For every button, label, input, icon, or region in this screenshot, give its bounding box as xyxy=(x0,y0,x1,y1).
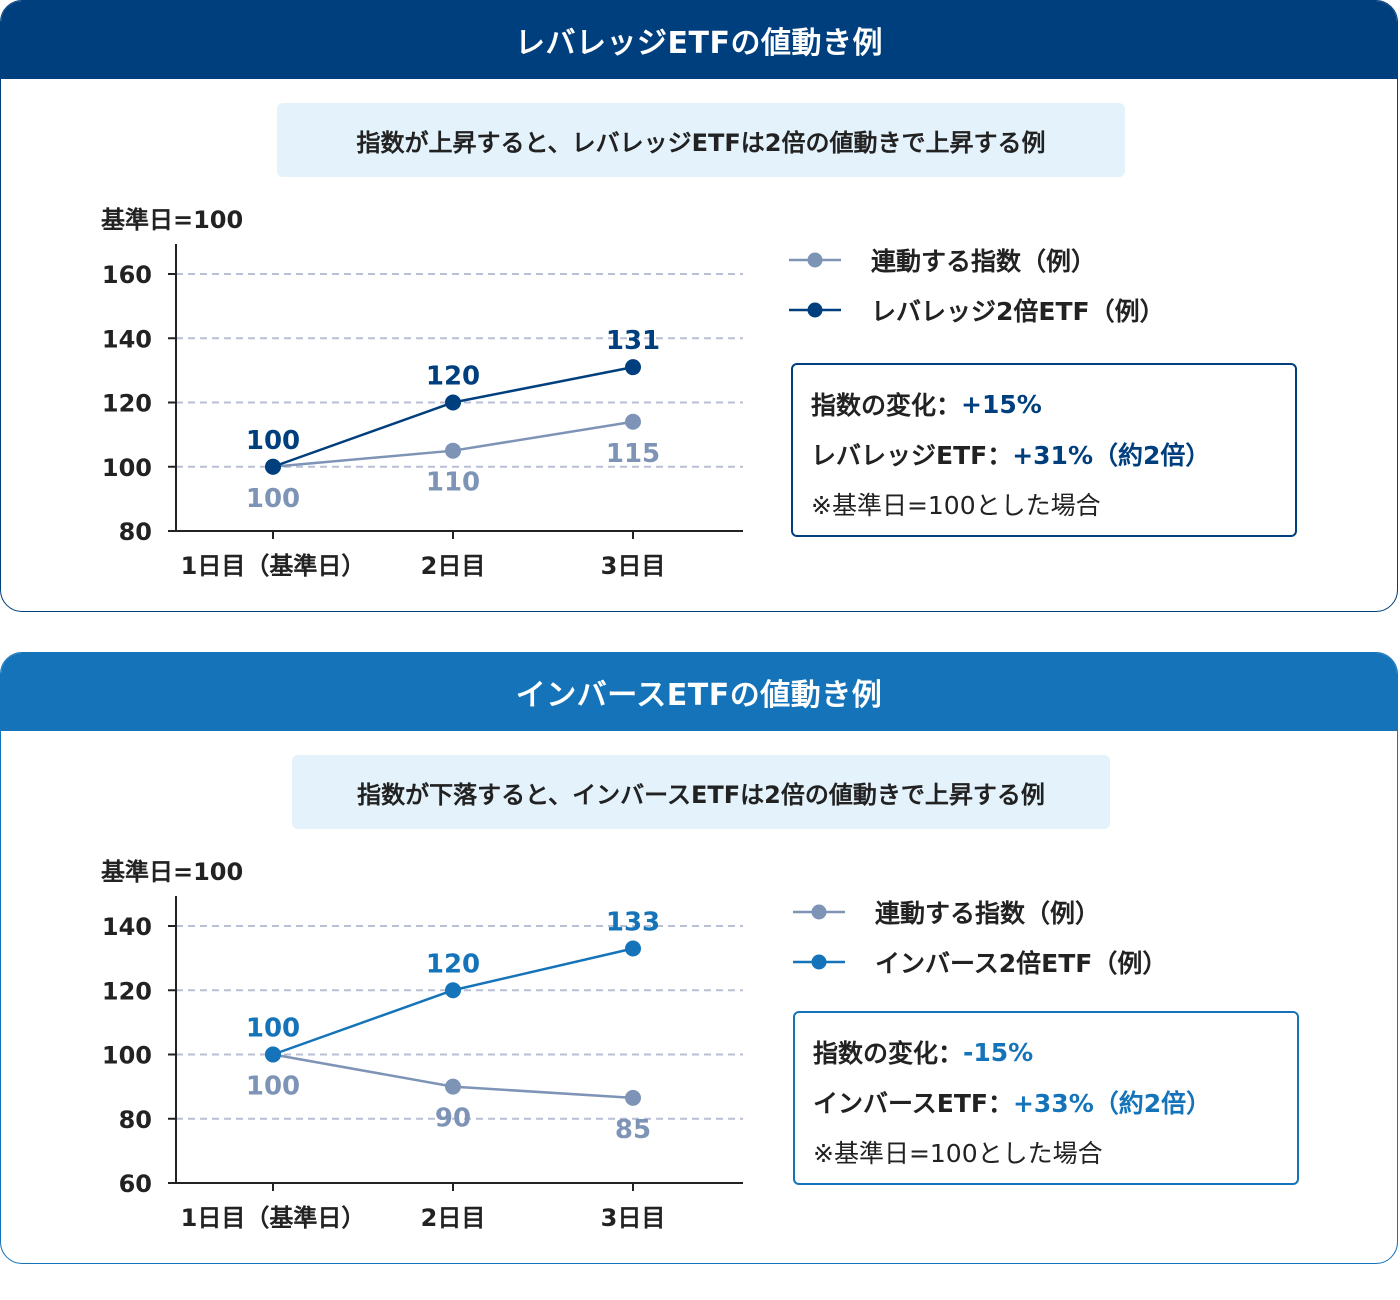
inverse-line-chart: 基準日=100 60 80 100 120 140 1日目（基準日） 2日目 3日目 100 90 8… xyxy=(101,858,743,1232)
data-label-etf: 120 xyxy=(426,362,480,392)
data-label-index: 85 xyxy=(615,1115,651,1145)
leverage-legend: 連動する指数（例） レバレッジ2倍ETF（例） xyxy=(789,235,1165,335)
data-point-index xyxy=(445,442,461,459)
data-point-etf xyxy=(625,940,641,957)
y-tick-label: 120 xyxy=(102,977,152,1005)
info-index-value: -15% xyxy=(963,1037,1034,1067)
leverage-panel: レバレッジETFの値動き例 指数が上昇すると、レバレッジETFは2倍の値動きで上… xyxy=(0,0,1398,612)
x-tick-label: 1日目（基準日） xyxy=(181,552,366,580)
y-tick-label: 140 xyxy=(102,913,152,941)
data-label-etf: 131 xyxy=(606,326,660,356)
data-point-etf xyxy=(445,982,461,999)
x-tick-label: 3日目 xyxy=(601,552,666,580)
info-etf-value: +31%（約2倍） xyxy=(1012,441,1211,470)
y-tick-label: 120 xyxy=(102,390,152,418)
data-label-etf: 100 xyxy=(246,1014,300,1044)
data-label-index: 115 xyxy=(606,439,660,469)
x-tick-label: 1日目（基準日） xyxy=(181,1204,366,1232)
y-tick-label: 80 xyxy=(119,1106,152,1134)
leverage-subtitle: 指数が上昇すると、レバレッジETFは2倍の値動きで上昇する例 xyxy=(277,103,1125,177)
inverse-legend: 連動する指数（例） インバース2倍ETF（例） xyxy=(793,887,1167,987)
line-marker-icon xyxy=(789,302,841,318)
y-axis-label: 基準日=100 xyxy=(101,858,243,886)
data-label-index: 90 xyxy=(435,1104,471,1134)
info-index-label: 指数の変化： xyxy=(811,391,962,420)
leverage-info-box: 指数の変化： +15% レバレッジETF： +31%（約2倍） ※基準日=100… xyxy=(791,363,1297,537)
info-etf-change: インバースETF： +33%（約2倍） xyxy=(813,1077,1279,1127)
info-etf-label: レバレッジETF： xyxy=(811,441,1013,470)
leverage-panel-title: レバレッジETFの値動き例 xyxy=(1,1,1397,79)
x-tick-label: 2日目 xyxy=(421,1204,486,1232)
y-tick-label: 80 xyxy=(119,518,152,546)
inverse-panel: インバースETFの値動き例 指数が下落すると、インバースETFは2倍の値動きで上… xyxy=(0,652,1398,1264)
legend-label-index: 連動する指数（例） xyxy=(871,247,1097,276)
info-index-label: 指数の変化： xyxy=(813,1039,964,1068)
legend-label-etf: インバース2倍ETF（例） xyxy=(875,949,1168,978)
data-point-etf xyxy=(265,1046,281,1063)
legend-label-etf: レバレッジ2倍ETF（例） xyxy=(871,297,1165,326)
y-tick-label: 100 xyxy=(102,454,152,482)
info-etf-change: レバレッジETF： +31%（約2倍） xyxy=(811,429,1277,479)
data-label-etf: 133 xyxy=(606,907,660,937)
line-marker-icon xyxy=(793,904,845,920)
data-label-index: 100 xyxy=(246,1072,300,1102)
y-tick-label: 100 xyxy=(102,1042,152,1070)
info-index-change: 指数の変化： +15% xyxy=(811,379,1277,429)
data-point-index xyxy=(625,1089,641,1106)
data-point-etf xyxy=(625,359,641,376)
leverage-line-chart: 基準日=100 80 100 120 140 160 1日目（基準日） 2日目 3日目 100 11… xyxy=(101,206,743,580)
legend-item-etf: インバース2倍ETF（例） xyxy=(793,937,1167,987)
data-label-index: 100 xyxy=(246,484,300,514)
info-index-change: 指数の変化： -15% xyxy=(813,1027,1279,1077)
line-marker-icon xyxy=(789,252,841,268)
y-tick-label: 140 xyxy=(102,325,152,353)
legend-label-index: 連動する指数（例） xyxy=(875,899,1101,928)
y-tick-label: 160 xyxy=(102,261,152,289)
inverse-info-box: 指数の変化： -15% インバースETF： +33%（約2倍） ※基準日=100… xyxy=(793,1011,1299,1185)
inverse-panel-title: インバースETFの値動き例 xyxy=(1,653,1397,731)
data-label-etf: 100 xyxy=(246,426,300,456)
x-tick-label: 2日目 xyxy=(421,552,486,580)
info-note: ※基準日=100とした場合 xyxy=(811,491,1101,520)
legend-item-etf: レバレッジ2倍ETF（例） xyxy=(789,285,1165,335)
y-axis-label: 基準日=100 xyxy=(101,206,243,234)
x-tick-label: 3日目 xyxy=(601,1204,666,1232)
info-etf-label: インバースETF： xyxy=(813,1089,1013,1118)
inverse-subtitle: 指数が下落すると、インバースETFは2倍の値動きで上昇する例 xyxy=(292,755,1110,829)
info-note: ※基準日=100とした場合 xyxy=(813,1139,1103,1168)
data-point-index xyxy=(625,413,641,430)
line-marker-icon xyxy=(793,954,845,970)
data-point-etf xyxy=(445,394,461,411)
data-label-index: 110 xyxy=(426,468,480,498)
data-point-index xyxy=(445,1078,461,1095)
legend-item-index: 連動する指数（例） xyxy=(789,235,1165,285)
data-label-etf: 120 xyxy=(426,949,480,979)
y-tick-label: 60 xyxy=(119,1170,152,1198)
info-index-value: +15% xyxy=(961,389,1042,419)
info-etf-value: +33%（約2倍） xyxy=(1012,1089,1212,1118)
data-point-etf xyxy=(265,458,281,475)
legend-item-index: 連動する指数（例） xyxy=(793,887,1167,937)
